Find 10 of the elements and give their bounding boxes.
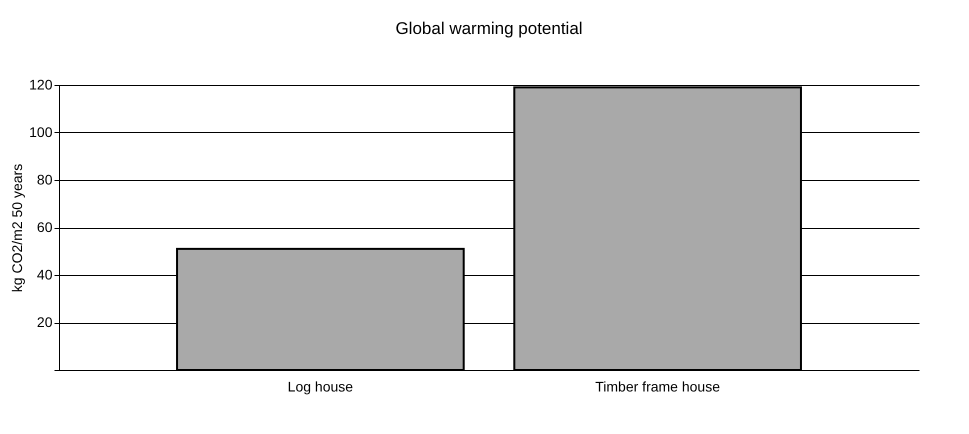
chart-title: Global warming potential — [395, 19, 583, 38]
y-tick-label: 60 — [36, 219, 53, 235]
y-tick-label: 40 — [36, 266, 53, 282]
y-tick-label: 80 — [36, 172, 53, 188]
y-axis-title: kg CO2/m2 50 years — [9, 164, 26, 292]
y-tick-label: 20 — [36, 314, 53, 330]
y-tick-label: 120 — [29, 76, 53, 92]
x-tick-label: Timber frame house — [595, 378, 720, 394]
y-tick-label: 100 — [29, 124, 53, 140]
x-tick-label: Log house — [288, 378, 354, 394]
